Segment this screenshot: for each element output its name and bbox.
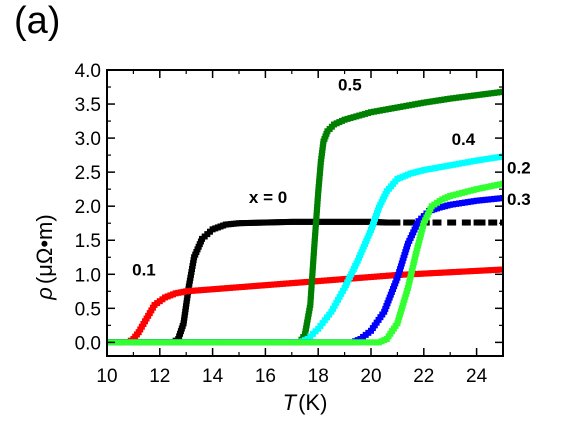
data-point [409,219,416,226]
x-tick-label: 20 [360,366,381,387]
x-tick-label: 14 [202,366,224,387]
data-point [394,219,401,226]
y-tick-label: 1.0 [75,265,101,286]
x-tick-label: 24 [466,366,488,387]
series-label: 0.3 [507,190,531,209]
data-point [500,153,503,160]
data-point [479,219,486,226]
data-point [500,88,503,95]
x-tick-label: 16 [255,366,276,387]
x-tick-label: 10 [96,366,117,387]
y-tick-label: 4.0 [75,61,101,82]
y-tick-label: 2.0 [75,197,101,218]
series-labels: x = 0 0.1 0.5 0.4 0.2 0.3 [132,75,531,279]
tick-labels: 10 12 14 16 18 20 22 24 0.0 0.5 1.0 1.5 2.0 2.5 3.0 3.5… [75,61,488,387]
y-tick-label: 3.0 [75,129,101,150]
data-point [450,219,457,226]
y-axis-title: ρ (μΩ•m) [32,214,57,300]
x-axis-unit: (K) [298,390,327,415]
series-label: 0.2 [507,159,531,178]
x-tick-label: 12 [149,366,170,387]
panel-label: (a) [14,0,61,42]
data-point [500,219,503,226]
data-layer [107,88,503,346]
y-tick-label: 1.5 [75,231,101,252]
data-point [500,180,503,187]
data-point [435,219,442,226]
series-label: 0.1 [132,261,156,280]
data-point [464,219,471,226]
plot-frame [106,69,504,357]
x-tick-label: 22 [413,366,434,387]
series-label: x = 0 [249,188,287,207]
y-axis-symbol: ρ [32,287,57,301]
y-tick-label: 0.0 [75,333,101,354]
y-tick-label: 2.5 [75,163,101,184]
axes-layer [106,69,504,357]
series-5 [107,180,503,346]
data-point [500,195,503,202]
data-point [500,266,503,273]
x-axis-symbol: T [283,390,298,415]
y-tick-label: 0.5 [75,299,101,320]
series-label: 0.4 [452,130,476,149]
data-point [491,219,498,226]
data-point [383,219,390,226]
series-2 [107,88,503,346]
x-axis-title: T(K) [283,390,328,415]
y-tick-label: 3.5 [75,95,101,116]
series-label: 0.5 [338,75,362,94]
x-tick-label: 18 [308,366,329,387]
y-axis-unit: (μΩ•m) [32,214,57,284]
